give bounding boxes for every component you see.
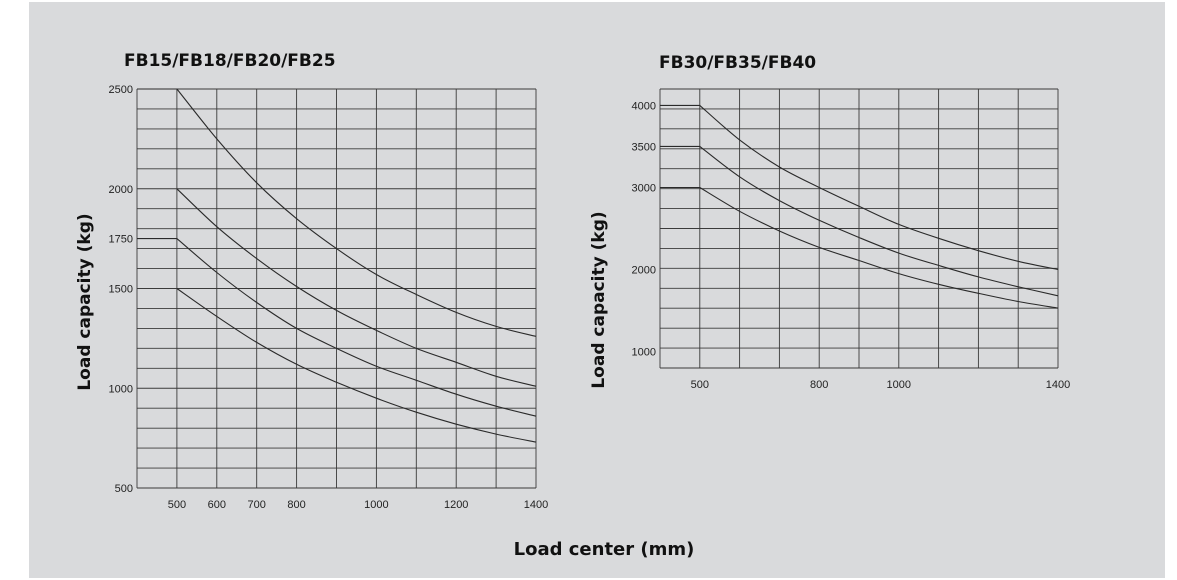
- chart1-y-tick: 500: [115, 483, 133, 495]
- chart1-y-tick: 1000: [109, 383, 133, 395]
- chart1-y-axis-label: Load capacity (kg): [75, 213, 95, 390]
- chart2-y-tick: 2000: [632, 265, 656, 277]
- chart2-y-tick: 3000: [632, 182, 656, 194]
- chart1-y-tick: 1750: [109, 234, 133, 246]
- chart2-title: FB30/FB35/FB40: [659, 53, 816, 73]
- chart2-y-tick: 3500: [632, 141, 656, 153]
- chart2-y-axis-label: Load capacity (kg): [589, 211, 609, 388]
- chart-canvas: FB15/FB18/FB20/FB25 FB30/FB35/FB40 Load …: [75, 51, 1070, 560]
- chart1-x-tick: 1200: [444, 499, 468, 511]
- chart2-series-line: [660, 145, 1059, 297]
- chart1-x-tick: 500: [168, 499, 186, 511]
- chart1-series-line: [137, 238, 537, 417]
- chart2-x-tick: 1400: [1046, 379, 1070, 391]
- chart2-y-tick: 4000: [632, 100, 656, 112]
- x-axis-label: Load center (mm): [514, 539, 695, 560]
- chart1-x-tick: 1400: [524, 499, 548, 511]
- chart1-series-line: [176, 188, 537, 387]
- chart1-y-tick: 1500: [109, 284, 133, 296]
- chart2-plot: 500 800 1000 1400 1000 2000 3000 3500 4000: [632, 88, 1070, 391]
- chart2-x-tick: 1000: [887, 379, 911, 391]
- chart1-x-tick: 600: [208, 499, 226, 511]
- chart2-x-tick: 500: [691, 379, 709, 391]
- chart1-title: FB15/FB18/FB20/FB25: [124, 51, 336, 71]
- chart2-series-line: [660, 104, 1059, 271]
- chart1-plot: 500 600 700 800 1000 1200 1400 500 1000 1500 1750 2…: [109, 84, 549, 511]
- chart2-x-tick: 800: [810, 379, 828, 391]
- chart2-series-line: [660, 186, 1059, 309]
- chart2-y-tick: 1000: [632, 347, 656, 359]
- chart1-series-line: [176, 288, 537, 443]
- chart1-x-tick: 1000: [364, 499, 388, 511]
- chart1-series-line: [137, 88, 537, 337]
- chart-figure: FB15/FB18/FB20/FB25 FB30/FB35/FB40 Load …: [29, 2, 1165, 578]
- chart1-x-tick: 700: [248, 499, 266, 511]
- chart1-y-tick: 2500: [109, 84, 133, 96]
- chart1-x-tick: 800: [287, 499, 305, 511]
- chart1-y-tick: 2000: [109, 184, 133, 196]
